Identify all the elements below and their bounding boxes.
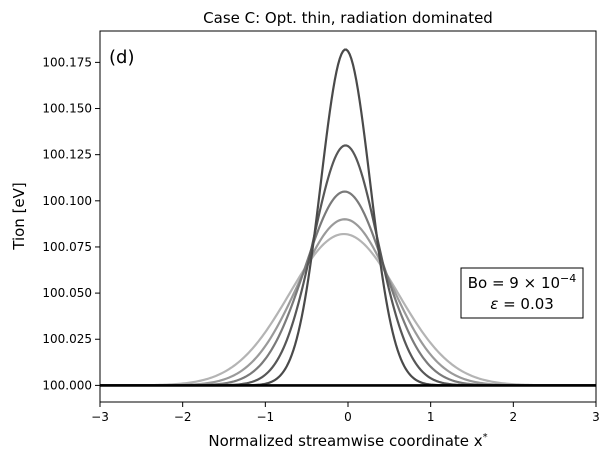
x-tick-label: 0	[344, 410, 352, 424]
x-tick-label: −2	[174, 410, 192, 424]
y-tick-label: 100.175	[42, 55, 92, 69]
panel-label: (d)	[109, 47, 134, 68]
annotation-frame	[460, 267, 584, 319]
y-axis-label: Tion [eV]	[10, 182, 28, 251]
y-tick-label: 100.075	[42, 240, 92, 254]
annotation-bo-eq: = 9 × 10	[487, 274, 560, 292]
x-tick-label: −3	[91, 410, 109, 424]
annotation-bo-exp: −4	[560, 272, 576, 285]
x-axis-label-text: Normalized streamwise coordinate x	[208, 432, 482, 450]
chart-title: Case C: Opt. thin, radiation dominated	[203, 9, 493, 27]
y-tick-label: 100.050	[42, 286, 92, 300]
annotation-box: Bo = 9 × 10−4 ε = 0.03	[460, 267, 584, 319]
x-axis-label: Normalized streamwise coordinate x*	[208, 432, 487, 450]
annotation-eps-line: ε = 0.03	[490, 295, 554, 313]
x-tick-label: 3	[592, 410, 600, 424]
annotation-eps-rest: = 0.03	[498, 295, 554, 313]
annotation-bo-line: Bo = 9 × 10−4	[468, 272, 577, 292]
y-tick-label: 100.025	[42, 332, 92, 346]
x-axis: −3 −2 −1 0 1 2 3	[91, 402, 600, 424]
x-tick-label: 1	[427, 410, 435, 424]
y-tick-label: 100.150	[42, 102, 92, 116]
x-axis-label-superscript: *	[483, 432, 488, 443]
y-tick-label: 100.000	[42, 378, 92, 392]
y-tick-label: 100.125	[42, 148, 92, 162]
annotation-eps-symbol: ε	[490, 295, 498, 313]
annotation-bo-prefix: Bo	[468, 274, 487, 292]
y-axis: 100.000 100.025 100.050 100.075 100.100 100.1…	[42, 55, 100, 392]
y-tick-label: 100.100	[42, 194, 92, 208]
x-tick-label: 2	[510, 410, 518, 424]
x-tick-label: −1	[256, 410, 274, 424]
